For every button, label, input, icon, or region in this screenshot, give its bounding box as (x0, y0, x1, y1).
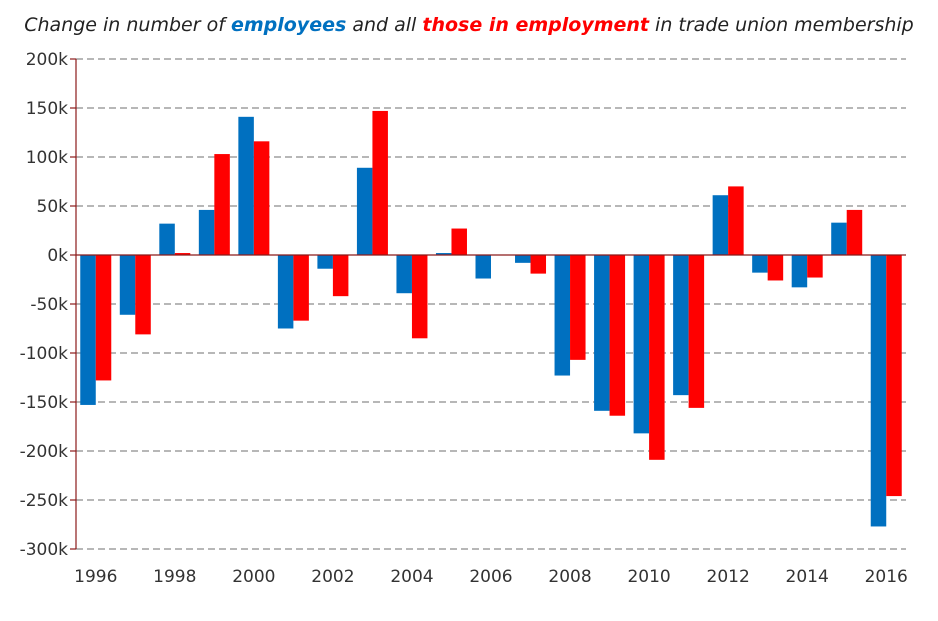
bar-employees-2008 (554, 255, 571, 376)
bar-employees-1998 (159, 223, 175, 255)
bar-employees-1997 (119, 255, 136, 315)
y-tick-label: 50k (37, 197, 69, 217)
y-tick-label: -250k (20, 491, 69, 511)
bar-total-employment-2001 (293, 255, 309, 321)
bar-total-employment-2014 (807, 255, 823, 278)
bar-employees-2007 (515, 255, 531, 263)
bar-total-employment-2003 (372, 110, 388, 255)
bar-employees-2013 (752, 255, 768, 273)
title-part-2: and all (346, 14, 423, 36)
y-tick-label: -200k (20, 442, 69, 462)
y-tick-label: 100k (26, 148, 68, 168)
title-series-total-employment: those in employment (422, 14, 650, 36)
bar-employees-2004 (396, 255, 412, 294)
bar-total-employment-2007 (530, 255, 547, 274)
bar-total-employment-2012 (728, 186, 744, 255)
y-tick-label: 200k (26, 50, 68, 70)
bar-total-employment-2009 (609, 255, 626, 416)
title-part-1: Change in number of (24, 14, 231, 36)
bar-employees-2001 (277, 255, 294, 329)
bar-employees-2009 (594, 255, 610, 411)
bar-employees-2005 (435, 253, 452, 255)
bar-employees-2003 (356, 167, 373, 255)
bar-total-employment-1997 (135, 255, 151, 335)
bar-total-employment-2016 (886, 255, 902, 497)
y-tick-label: -100k (20, 344, 69, 364)
x-tick-label: 2010 (627, 567, 670, 587)
bar-total-employment-1999 (214, 154, 230, 255)
bar-total-employment-2010 (649, 255, 665, 460)
bar-total-employment-1998 (174, 253, 191, 255)
bar-employees-2006 (475, 255, 491, 279)
bar-employees-1999 (198, 209, 215, 255)
chart-title: Change in number of employees and all th… (0, 14, 938, 36)
x-tick-label: 2004 (390, 567, 433, 587)
title-series-employees: employees (230, 14, 347, 36)
x-tick-label: 2002 (311, 567, 354, 587)
bar-total-employment-2013 (767, 255, 784, 281)
bar-total-employment-2015 (846, 209, 863, 255)
x-tick-label: 2016 (865, 567, 908, 587)
bar-total-employment-2004 (411, 255, 428, 339)
x-tick-label: 2008 (548, 567, 591, 587)
y-tick-label: -50k (30, 295, 68, 315)
bar-total-employment-2002 (332, 255, 349, 297)
bar-employees-2015 (831, 222, 847, 255)
bar-employees-2000 (238, 116, 254, 255)
bar-employees-2012 (712, 195, 729, 255)
bar-employees-2010 (633, 255, 650, 434)
x-tick-label: 2000 (232, 567, 275, 587)
x-tick-label: 2014 (786, 567, 829, 587)
bar-total-employment-2005 (451, 228, 467, 255)
y-tick-label: -300k (20, 540, 69, 560)
bar-total-employment-2008 (570, 255, 586, 360)
bar-total-employment-1996 (95, 255, 112, 381)
y-tick-label: -150k (20, 393, 69, 413)
bar-employees-1996 (80, 255, 96, 405)
bar-total-employment-2011 (688, 255, 705, 408)
bar-total-employment-2000 (253, 141, 270, 255)
y-tick-label: 150k (26, 99, 68, 119)
x-tick-label: 1996 (74, 567, 117, 587)
bar-employees-2011 (673, 255, 689, 396)
title-part-3: in trade union membership (649, 14, 914, 36)
x-tick-label: 1998 (153, 567, 196, 587)
x-tick-label: 2012 (707, 567, 750, 587)
bar-employees-2016 (870, 255, 887, 527)
bar-employees-2014 (791, 255, 808, 288)
y-tick-label: 0k (47, 246, 68, 266)
bar-employees-2002 (317, 255, 333, 269)
x-tick-label: 2006 (469, 567, 512, 587)
